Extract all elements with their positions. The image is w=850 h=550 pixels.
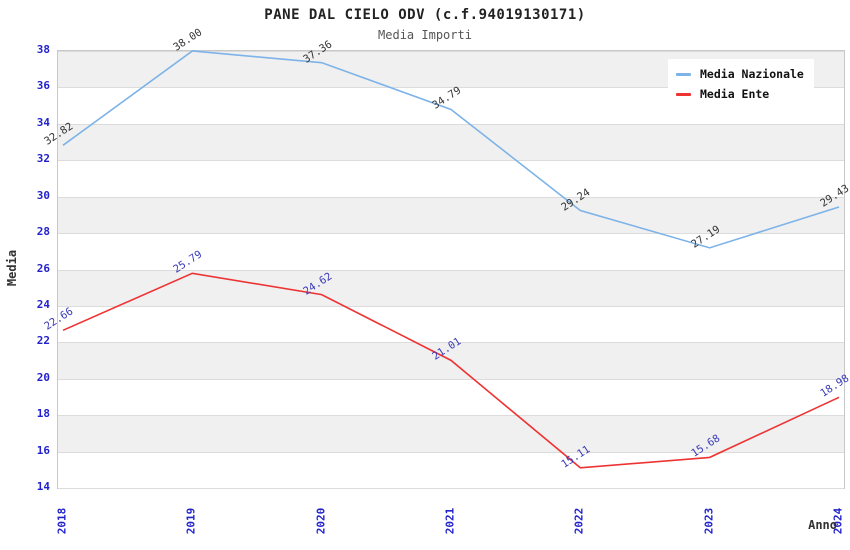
legend-item-media-nazionale: Media Nazionale bbox=[676, 64, 806, 84]
y-tick-label: 36 bbox=[36, 79, 50, 93]
y-tick-label: 34 bbox=[36, 115, 50, 129]
y-tick-label: 18 bbox=[36, 407, 50, 421]
y-tick-label: 24 bbox=[36, 297, 50, 311]
chart-subtitle: Media Importi bbox=[378, 28, 472, 42]
x-tick-label: 2018 bbox=[55, 507, 69, 535]
x-tick-label: 2022 bbox=[572, 507, 586, 535]
gridline bbox=[58, 415, 844, 417]
plot-area bbox=[57, 50, 845, 489]
legend: Media Nazionale Media Ente bbox=[668, 59, 814, 110]
series-line-media-nazionale bbox=[62, 50, 840, 249]
gridline bbox=[58, 123, 844, 125]
x-tick-label: 2020 bbox=[314, 507, 328, 535]
line-marker-icon bbox=[676, 92, 691, 96]
chart-title: PANE DAL CIELO ODV (c.f.94019130171) bbox=[264, 7, 586, 23]
gridline bbox=[58, 451, 844, 453]
y-tick-label: 28 bbox=[36, 225, 50, 239]
y-axis-title: Media bbox=[5, 249, 19, 287]
y-tick-label: 30 bbox=[36, 188, 50, 202]
gridline bbox=[58, 342, 844, 344]
x-tick-label: 2021 bbox=[443, 507, 457, 535]
x-tick-label: 2019 bbox=[184, 507, 198, 535]
legend-label: Media Nazionale bbox=[700, 67, 804, 81]
gridline bbox=[58, 488, 844, 489]
y-tick-label: 22 bbox=[36, 334, 50, 348]
y-tick-label: 32 bbox=[36, 152, 50, 166]
x-tick-label: 2023 bbox=[702, 507, 716, 535]
gridline bbox=[58, 160, 844, 162]
y-tick-label: 38 bbox=[36, 43, 50, 56]
y-tick-label: 26 bbox=[36, 261, 50, 275]
plot-band bbox=[58, 415, 844, 452]
gridline bbox=[58, 269, 844, 271]
gridline bbox=[58, 305, 844, 307]
series-line-media-ente bbox=[62, 272, 840, 469]
y-tick-label: 16 bbox=[36, 443, 50, 457]
x-axis-title: Anno bbox=[808, 518, 837, 532]
gridline bbox=[58, 378, 844, 380]
series-lines bbox=[62, 50, 840, 469]
y-tick-label: 14 bbox=[36, 480, 50, 493]
gridline bbox=[58, 87, 844, 89]
plot-band bbox=[58, 123, 844, 161]
y-tick-label: 20 bbox=[36, 370, 50, 384]
gridline bbox=[58, 196, 844, 198]
gridline bbox=[58, 233, 844, 235]
gridline bbox=[58, 51, 844, 52]
legend-item-media-ente: Media Ente bbox=[676, 84, 806, 104]
plot-band bbox=[58, 196, 844, 234]
legend-label: Media Ente bbox=[700, 87, 770, 101]
line-marker-icon bbox=[676, 72, 691, 76]
